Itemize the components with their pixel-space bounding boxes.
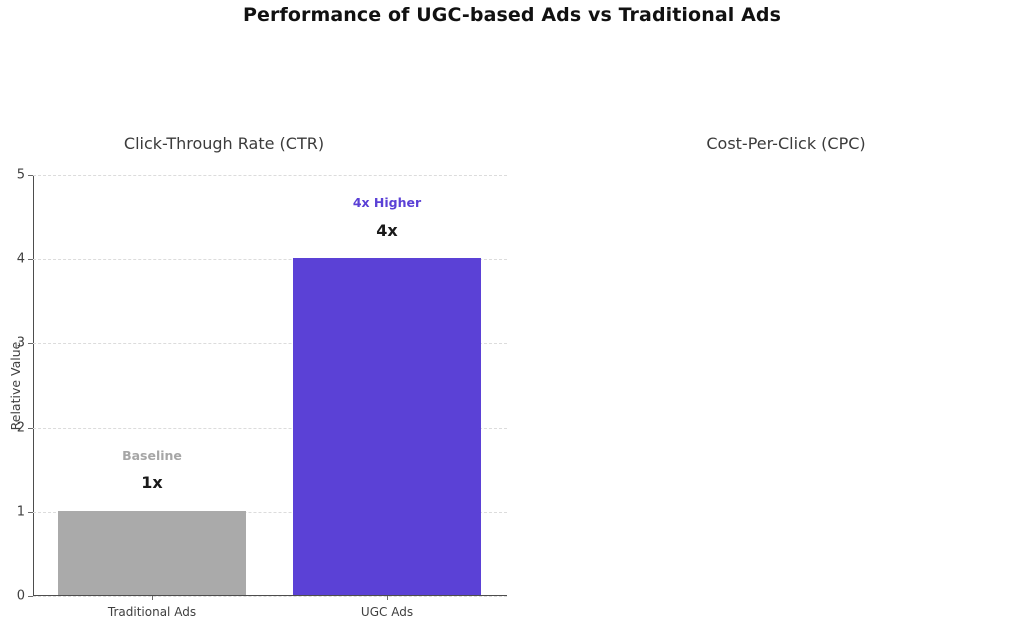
ytick-mark-ctr-1 (28, 511, 33, 513)
x-axis-spine-ctr (33, 595, 507, 596)
gridline-ctr-4 (33, 259, 507, 261)
gridline-ctr-5 (33, 175, 507, 176)
annotation-ctr-traditional-ads: Baseline 1x (122, 447, 182, 493)
ytick-label-ctr-2: 2 (16, 420, 25, 436)
annotation-value-ctr-traditional-ads: 1x (141, 473, 163, 493)
annotation-note-ctr-ugc-ads: 4x Higher (352, 195, 422, 211)
xtick-mark-ctr-0 (152, 596, 153, 600)
ytick-mark-ctr-5 (28, 175, 33, 176)
gridline-ctr-3 (33, 343, 507, 345)
ytick-label-ctr-0: 0 (16, 588, 25, 604)
gridline-ctr-1 (33, 511, 507, 513)
ytick-label-ctr-4: 4 (16, 251, 25, 267)
bar-ctr-traditional-ads[interactable] (58, 510, 246, 595)
y-axis-label-ctr: Relative Value (7, 341, 23, 430)
gridline-ctr-2 (33, 427, 507, 429)
ytick-label-ctr-3: 3 (16, 335, 25, 351)
ytick-mark-ctr-2 (28, 427, 33, 429)
subplot-cpc: Cost-Per-Click (CPC) 0.0 0.5 1.0 1.5 2.0 (512, 0, 1024, 623)
subplot-ctr: Click-Through Rate (CTR) 0 1 2 3 4 5 Rel… (8, 134, 507, 619)
ytick-mark-ctr-3 (28, 343, 33, 345)
gridline-ctr-0 (33, 596, 507, 597)
annotation-value-ctr-ugc-ads: 4x (376, 220, 398, 240)
xtick-label-ctr-traditional-ads: Traditional Ads (107, 605, 197, 619)
xtick-mark-ctr-1 (387, 596, 388, 600)
annotation-ctr-ugc-ads: 4x Higher 4x (353, 197, 421, 239)
ytick-label-ctr-1: 1 (16, 504, 25, 520)
plot-area-ctr: 0 1 2 3 4 5 Relative Value Traditional A… (8, 168, 507, 619)
figure-title: Performance of UGC-based Ads vs Traditio… (243, 4, 781, 26)
y-axis-spine-ctr (33, 175, 34, 596)
subplot-title-ctr: Click-Through Rate (CTR) (123, 134, 325, 153)
bar-ctr-ugc-ads[interactable] (293, 258, 481, 595)
ytick-mark-ctr-4 (28, 259, 33, 261)
subplot-title-cpc: Cost-Per-Click (CPC) (706, 134, 866, 153)
annotation-note-ctr-traditional-ads: Baseline (122, 447, 182, 463)
ytick-mark-ctr-0 (28, 596, 33, 597)
ytick-label-ctr-5: 5 (16, 167, 25, 183)
xtick-label-ctr-ugc-ads: UGC Ads (360, 605, 414, 619)
